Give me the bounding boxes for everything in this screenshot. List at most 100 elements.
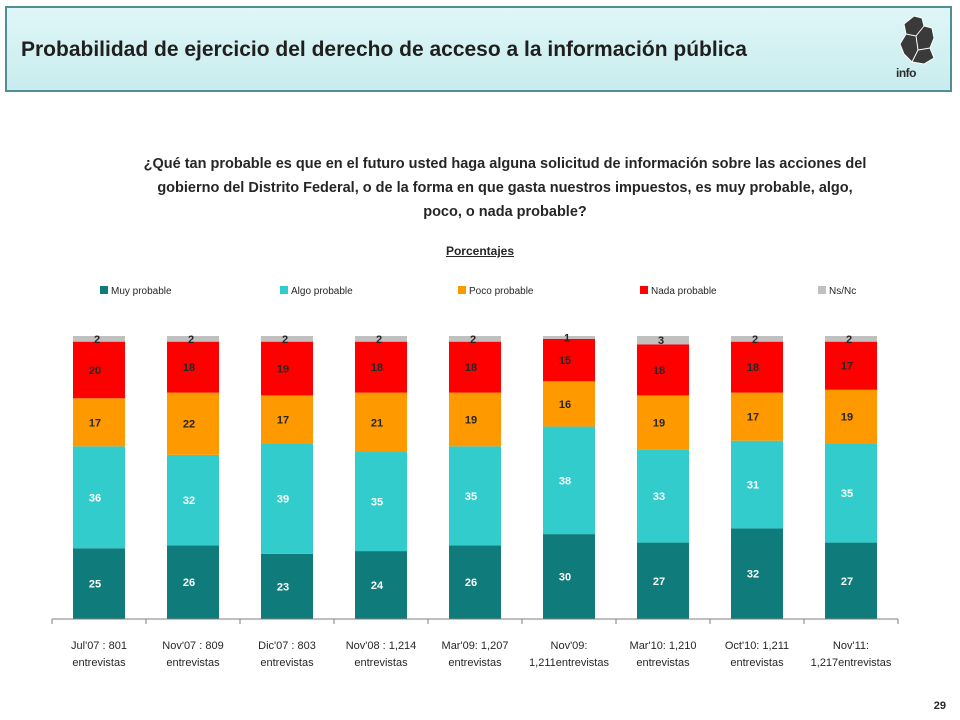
data-label: 33 xyxy=(653,491,665,503)
data-label: 30 xyxy=(559,572,571,584)
legend-swatch xyxy=(100,286,108,294)
bar-segment xyxy=(543,336,595,339)
data-label: 31 xyxy=(747,480,759,492)
legend-item: Muy probable xyxy=(100,286,172,297)
data-label: 26 xyxy=(183,577,195,589)
data-label: 3 xyxy=(658,335,664,347)
data-label: 1 xyxy=(564,332,570,344)
data-label: 32 xyxy=(747,569,759,581)
category-label: Nov'08 : 1,214 xyxy=(346,640,417,652)
bar-segment xyxy=(167,336,219,342)
bar-segment xyxy=(355,341,407,393)
data-label: 35 xyxy=(371,497,383,509)
data-label: 16 xyxy=(559,399,571,411)
legend-label: Muy probable xyxy=(111,286,172,297)
bar-segment xyxy=(825,542,877,619)
category-label: entrevistas xyxy=(72,657,126,669)
bar-segment xyxy=(543,426,595,535)
legend-item: Nada probable xyxy=(640,286,717,297)
bar-segment xyxy=(731,341,783,393)
data-label: 27 xyxy=(841,576,853,588)
bar-segment xyxy=(449,545,501,619)
data-label: 39 xyxy=(277,494,289,506)
data-label: 2 xyxy=(94,334,100,346)
bar-segment xyxy=(731,336,783,342)
title-banner: Probabilidad de ejercicio del derecho de… xyxy=(5,6,952,92)
page-title: Probabilidad de ejercicio del derecho de… xyxy=(21,38,747,61)
category-label: entrevistas xyxy=(730,657,784,669)
bar-segment xyxy=(73,341,125,399)
category-label: entrevistas xyxy=(260,657,314,669)
data-label: 18 xyxy=(747,362,759,374)
city-map-icon xyxy=(899,15,935,65)
bar-segment xyxy=(825,341,877,390)
bar-segment xyxy=(355,452,407,552)
data-label: 18 xyxy=(183,362,195,374)
category-label: Mar'09: 1,207 xyxy=(442,640,509,652)
data-label: 2 xyxy=(470,334,476,346)
data-label: 24 xyxy=(371,580,384,592)
bar-segment xyxy=(167,392,219,455)
data-label: 2 xyxy=(376,334,382,346)
data-label: 19 xyxy=(277,364,289,376)
legend-item: Ns/Nc xyxy=(818,286,856,297)
bar-segment xyxy=(167,545,219,619)
bar-segment xyxy=(355,551,407,619)
category-label: 1,211entrevistas xyxy=(529,657,609,669)
legend-label: Algo probable xyxy=(291,286,353,297)
bar-segment xyxy=(449,446,501,546)
bar-segment xyxy=(731,528,783,619)
bar-segment xyxy=(731,440,783,529)
data-label: 26 xyxy=(465,577,477,589)
data-label: 25 xyxy=(89,579,101,591)
data-label: 2 xyxy=(846,334,852,346)
data-label: 17 xyxy=(747,412,759,424)
legend-item: Poco probable xyxy=(458,286,534,297)
legend-swatch xyxy=(640,286,648,294)
category-label: entrevistas xyxy=(166,657,220,669)
data-label: 21 xyxy=(371,417,383,429)
data-label: 23 xyxy=(277,581,289,593)
category-label: Nov'11: xyxy=(833,640,869,652)
data-label: 36 xyxy=(89,492,101,504)
data-label: 35 xyxy=(465,491,477,503)
data-label: 17 xyxy=(841,361,853,373)
category-label: Oct'10: 1,211 xyxy=(725,640,789,652)
data-label: 17 xyxy=(89,417,101,429)
data-label: 2 xyxy=(752,334,758,346)
bar-segment xyxy=(73,446,125,549)
bar-segment xyxy=(73,398,125,447)
bar-segment xyxy=(355,392,407,453)
bar-segment xyxy=(637,336,689,345)
data-label: 38 xyxy=(559,475,571,487)
bar-segment xyxy=(637,344,689,396)
bar-segment xyxy=(261,395,313,444)
data-label: 27 xyxy=(653,576,665,588)
category-label: Nov'07 : 809 xyxy=(162,640,223,652)
bar-segment xyxy=(449,336,501,342)
data-label: 15 xyxy=(559,355,571,367)
category-label: Jul'07 : 801 xyxy=(71,640,127,652)
data-label: 17 xyxy=(277,414,289,426)
data-label: 32 xyxy=(183,495,195,507)
bar-segment xyxy=(825,389,877,444)
legend-label: Ns/Nc xyxy=(829,286,857,297)
data-label: 18 xyxy=(371,362,383,374)
survey-question: ¿Qué tan probable es que en el futuro us… xyxy=(143,156,867,220)
category-label: entrevistas xyxy=(636,657,690,669)
legend-label: Poco probable xyxy=(469,286,534,297)
data-label: 19 xyxy=(465,414,477,426)
logo-text: info xyxy=(896,66,917,80)
bar-segment xyxy=(543,381,595,427)
data-label: 35 xyxy=(841,488,853,500)
chart-subtitle: Porcentajes xyxy=(445,244,515,258)
bar-segment xyxy=(449,392,501,447)
bar-segment xyxy=(261,341,313,396)
bar-segment xyxy=(543,534,595,619)
bar-segment xyxy=(167,341,219,393)
data-label: 19 xyxy=(653,417,665,429)
legend-swatch xyxy=(458,286,466,294)
bar-segment xyxy=(73,548,125,619)
data-label: 2 xyxy=(282,334,288,346)
